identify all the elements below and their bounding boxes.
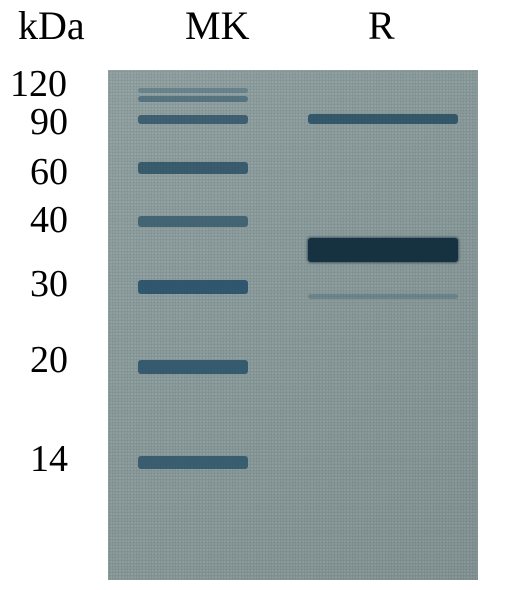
gel-image xyxy=(108,70,478,580)
marker-band xyxy=(138,360,248,374)
kda-tick: 30 xyxy=(30,262,68,306)
marker-band xyxy=(138,162,248,174)
marker-band xyxy=(138,216,248,227)
sample-band-main xyxy=(308,238,458,262)
marker-band xyxy=(138,96,248,102)
sample-band xyxy=(308,114,458,124)
kda-tick: 40 xyxy=(30,198,68,242)
marker-band xyxy=(138,115,248,124)
kda-tick: 20 xyxy=(30,338,68,382)
column-header-marker: MK xyxy=(185,2,249,49)
unit-label: kDa xyxy=(18,2,85,49)
marker-band xyxy=(138,456,248,469)
sample-band xyxy=(308,294,458,299)
marker-band xyxy=(138,280,248,294)
kda-tick: 14 xyxy=(30,437,68,481)
column-header-sample: R xyxy=(368,2,395,49)
marker-band xyxy=(138,88,248,93)
kda-tick: 90 xyxy=(30,100,68,144)
kda-tick: 60 xyxy=(30,150,68,194)
